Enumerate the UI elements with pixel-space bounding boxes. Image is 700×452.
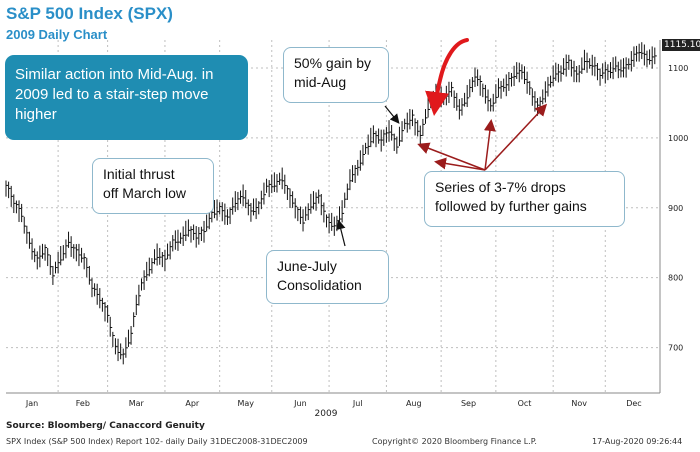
drop-arrow <box>484 103 548 171</box>
x-tick-label: Oct <box>518 399 532 408</box>
highlight-arrow <box>425 38 469 116</box>
consolidation-arrow <box>336 219 346 247</box>
x-tick-label: Apr <box>185 399 200 408</box>
x-tick-label: Mar <box>129 399 145 408</box>
footer-left: SPX Index (S&P 500 Index) Report 102- da… <box>6 437 308 446</box>
drop-arrow <box>483 119 496 171</box>
drops-callout: Series of 3-7% drops followed by further… <box>424 171 625 227</box>
consolidation-callout: June-July Consolidation <box>266 250 389 304</box>
thrust-callout: Initial thrust off March low <box>92 158 214 214</box>
y-axis-ticks: 700 800 900 1000 1100 <box>668 64 688 353</box>
y-tick-label: 1000 <box>668 134 688 143</box>
x-tick-label: Jan <box>25 399 38 408</box>
x-tick-label: Aug <box>406 399 422 408</box>
summary-callout: Similar action into Mid-Aug. in 2009 led… <box>5 55 248 140</box>
gain-callout: 50% gain by mid-Aug <box>283 47 389 103</box>
y-tick-label: 900 <box>668 204 683 213</box>
x-tick-label: Jun <box>293 399 307 408</box>
y-tick-label: 1100 <box>668 64 688 73</box>
x-tick-label: Nov <box>571 399 587 408</box>
x-axis-ticks: Jan Feb Mar Apr May Jun Jul Aug Sep Oct Nov Dec <box>25 399 642 408</box>
chart-title: S&P 500 Index (SPX) <box>6 4 173 23</box>
footer-right: 17-Aug-2020 09:26:44 <box>592 437 683 446</box>
chart-subtitle: 2009 Daily Chart <box>6 27 108 42</box>
x-tick-label: Jul <box>352 399 363 408</box>
annotation-arrows <box>336 38 548 247</box>
drop-arrow <box>434 157 486 171</box>
x-axis-label: 2009 <box>315 409 338 419</box>
x-tick-label: Sep <box>461 399 476 408</box>
source-note: Source: Bloomberg/ Canaccord Genuity <box>6 421 205 431</box>
last-price-label: 1115.10 <box>662 39 700 51</box>
x-tick-label: Feb <box>76 399 90 408</box>
drop-arrow <box>417 142 486 171</box>
gain-arrow <box>384 105 400 124</box>
x-tick-label: Dec <box>626 399 641 408</box>
ohlc-bars <box>5 42 657 365</box>
y-tick-label: 700 <box>668 344 683 353</box>
footer-center: Copyright© 2020 Bloomberg Finance L.P. <box>372 437 537 446</box>
y-tick-label: 800 <box>668 274 683 283</box>
x-tick-label: May <box>237 399 254 408</box>
